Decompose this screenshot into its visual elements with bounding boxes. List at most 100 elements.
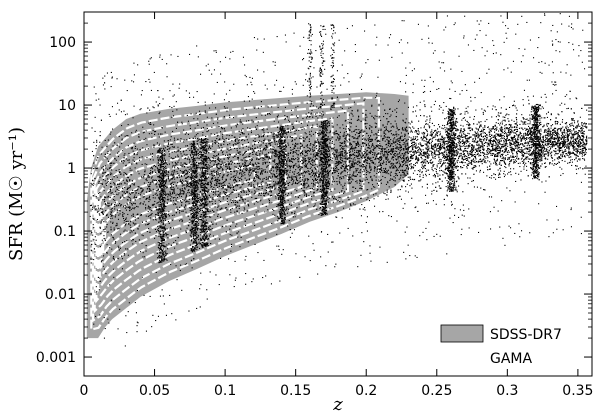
gama-point xyxy=(564,122,566,124)
gama-point xyxy=(359,162,361,164)
gama-point xyxy=(257,171,259,173)
gama-point xyxy=(502,150,504,152)
gama-point xyxy=(126,190,128,192)
gama-point xyxy=(152,179,154,181)
gama-point xyxy=(238,142,240,144)
gama-point xyxy=(272,175,274,177)
gama-point xyxy=(570,138,572,140)
gama-point xyxy=(412,136,414,138)
gama-point xyxy=(528,142,530,144)
gama-point xyxy=(380,162,382,164)
gama-point xyxy=(408,147,410,149)
gama-point xyxy=(340,162,342,164)
gama-point xyxy=(119,233,121,235)
gama-point xyxy=(167,175,169,177)
gama-point xyxy=(405,140,407,142)
gama-point xyxy=(397,169,399,171)
gama-point xyxy=(221,183,223,185)
gama-point xyxy=(332,180,334,182)
gama-point xyxy=(524,140,526,142)
gama-point xyxy=(103,199,105,201)
gama-point xyxy=(224,162,226,164)
gama-point xyxy=(236,171,238,173)
gama-point xyxy=(522,136,524,138)
gama-point xyxy=(345,167,347,169)
gama-point xyxy=(187,185,189,187)
gama-point xyxy=(497,112,499,114)
gama-point xyxy=(207,164,209,166)
gama-point xyxy=(230,211,232,213)
gama-point xyxy=(574,131,576,133)
gama-point xyxy=(512,140,514,142)
gama-point xyxy=(349,168,351,170)
gama-point xyxy=(576,154,578,156)
gama-point xyxy=(502,134,504,136)
gama-point xyxy=(426,119,428,121)
gama-point xyxy=(286,169,288,171)
gama-point xyxy=(430,138,432,140)
gama-point xyxy=(149,195,151,197)
gama-point xyxy=(228,185,230,187)
gama-point xyxy=(236,201,238,203)
gama-point xyxy=(165,194,167,196)
gama-point xyxy=(228,101,230,103)
gama-point xyxy=(420,145,422,147)
gama-point xyxy=(526,153,528,155)
gama-point xyxy=(327,150,329,152)
gama-point xyxy=(178,175,180,177)
gama-point xyxy=(531,152,533,154)
gama-point xyxy=(454,147,456,149)
gama-point xyxy=(469,177,471,179)
gama-point xyxy=(464,145,466,147)
gama-point xyxy=(525,158,527,160)
gama-point xyxy=(107,178,109,180)
gama-point xyxy=(456,128,458,130)
gama-point xyxy=(317,151,319,153)
gama-point xyxy=(253,203,255,205)
gama-point xyxy=(313,172,315,174)
gama-point xyxy=(455,135,457,137)
gama-point xyxy=(359,131,361,133)
gama-point xyxy=(152,130,154,132)
gama-point xyxy=(529,130,531,132)
gama-point xyxy=(142,132,144,134)
gama-point xyxy=(308,173,310,175)
gama-point xyxy=(316,172,318,174)
gama-point xyxy=(389,130,391,132)
gama-point xyxy=(540,148,542,150)
gama-point xyxy=(218,147,220,149)
gama-point xyxy=(357,154,359,156)
gama-point xyxy=(240,165,242,167)
gama-point xyxy=(310,176,312,178)
gama-point xyxy=(212,170,214,172)
gama-point xyxy=(499,154,501,156)
gama-point xyxy=(168,155,170,157)
gama-point xyxy=(156,202,158,204)
gama-point xyxy=(218,168,220,170)
gama-point xyxy=(525,138,527,140)
gama-point xyxy=(275,197,277,199)
gama-point xyxy=(268,180,270,182)
gama-point xyxy=(282,156,284,158)
gama-point xyxy=(458,137,460,139)
gama-point xyxy=(145,224,147,226)
gama-point xyxy=(363,161,365,163)
gama-point xyxy=(416,151,418,153)
gama-point xyxy=(480,141,482,143)
gama-point xyxy=(411,131,413,133)
gama-point xyxy=(167,143,169,145)
gama-point xyxy=(156,172,158,174)
gama-point xyxy=(357,164,359,166)
gama-point xyxy=(277,116,279,118)
gama-point xyxy=(317,185,319,187)
gama-point xyxy=(295,137,297,139)
gama-point xyxy=(163,186,165,188)
gama-point xyxy=(249,163,251,165)
gama-point xyxy=(486,150,488,152)
gama-point xyxy=(100,222,102,224)
gama-point xyxy=(353,171,355,173)
gama-point xyxy=(491,108,493,110)
gama-point xyxy=(579,167,581,169)
gama-point xyxy=(551,142,553,144)
gama-point xyxy=(383,131,385,133)
